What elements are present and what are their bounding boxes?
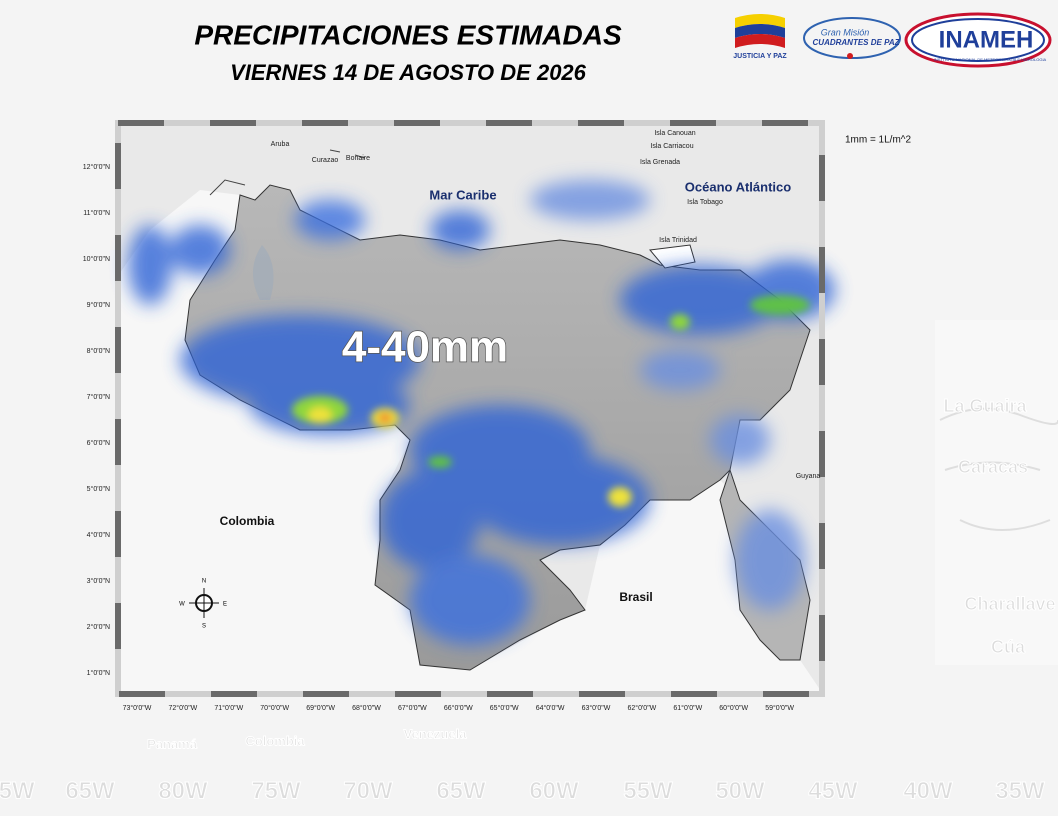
inset-background <box>935 320 1058 665</box>
precip-high <box>292 295 810 507</box>
lat-label: 10°0'0"N <box>83 255 110 263</box>
lon-label: 72°0'0"W <box>168 704 197 712</box>
compass-label: W <box>179 602 185 608</box>
lon-label: 61°0'0"W <box>673 704 702 712</box>
coast <box>209 149 366 196</box>
lat-label: 1°0'0"N <box>87 669 110 677</box>
compass-label: E <box>223 602 227 608</box>
compass-label: S <box>202 624 206 630</box>
bg-label: Caracas <box>958 457 1028 477</box>
place-label: Curazao <box>312 157 339 164</box>
lake-maracaibo <box>252 245 274 300</box>
place-label: Aruba <box>271 141 290 148</box>
logo-text: INSTITUTO NACIONAL DE METEOROLOGIA E HID… <box>934 57 1047 62</box>
lon-label: 63°0'0"W <box>582 704 611 712</box>
lat-label: 3°0'0"N <box>87 577 110 585</box>
country-label: Brasil <box>619 590 652 604</box>
place-label: Guyana <box>796 473 821 480</box>
bg-tick: 55W <box>623 777 673 804</box>
lon-label: 62°0'0"W <box>627 704 656 712</box>
place-label: Isla Grenada <box>640 159 680 166</box>
lon-label: 71°0'0"W <box>214 704 243 712</box>
bg-tick: 50W <box>715 777 765 804</box>
lat-labels: 12°0'0"N 11°0'0"N 10°0'0"N 9°0'0"N 8°0'0"N 7°… <box>83 163 110 677</box>
lon-label: 60°0'0"W <box>719 704 748 712</box>
bg-tick: 60W <box>529 777 579 804</box>
background-ticks: 35W 65W 80W 75W 70W 65W 60W 55W 50W 45W 40W 35W <box>0 777 1046 805</box>
bg-label: Venezuela <box>404 726 468 741</box>
frame <box>115 120 825 697</box>
compass: N S E W <box>179 579 227 630</box>
trinidad <box>649 244 696 269</box>
lon-label: 66°0'0"W <box>444 704 473 712</box>
lon-labels: 73°0'0"W 72°0'0"W 71°0'0"W 70°0'0"W 69°0'0"W… <box>123 704 795 712</box>
lat-label: 12°0'0"N <box>83 163 110 171</box>
logo-text: JUSTICIA Y PAZ <box>733 53 787 60</box>
lon-label: 59°0'0"W <box>765 704 794 712</box>
logo-text: INAMEH <box>939 26 1034 53</box>
subtitle: VIERNES 14 DE AGOSTO DE 2026 <box>230 60 587 85</box>
sea-label: Mar Caribe <box>429 187 496 202</box>
lon-label: 73°0'0"W <box>123 704 152 712</box>
logo-inameh: INAMEH INSTITUTO NACIONAL DE METEOROLOGI… <box>904 12 1052 68</box>
bg-tick: 65W <box>65 777 115 804</box>
place-label: Isla Carriacou <box>650 143 693 150</box>
continent <box>115 190 825 697</box>
lon-label: 68°0'0"W <box>352 704 381 712</box>
logo-justicia: JUSTICIA Y PAZ <box>733 14 787 60</box>
logo-text: CUADRANTES DE PAZ <box>813 38 901 47</box>
place-label: Isla Canouan <box>654 130 695 137</box>
bg-label: La Guaira <box>943 396 1027 416</box>
bg-tick: 75W <box>251 777 301 804</box>
range-label: 4-40mm <box>342 323 508 372</box>
place-label: Isla Trinidad <box>659 237 697 244</box>
lat-label: 5°0'0"N <box>87 485 110 493</box>
bg-tick: 35W <box>995 777 1045 804</box>
lon-label: 69°0'0"W <box>306 704 335 712</box>
lat-label: 9°0'0"N <box>87 301 110 309</box>
title: PRECIPITACIONES ESTIMADAS <box>194 19 622 50</box>
bg-tick: 45W <box>808 777 858 804</box>
lat-label: 4°0'0"N <box>87 531 110 539</box>
lat-label: 8°0'0"N <box>87 347 110 355</box>
compass-label: N <box>202 579 206 585</box>
lat-label: 7°0'0"N <box>87 393 110 401</box>
sea-label: Océano Atlántico <box>685 179 791 194</box>
bg-tick: 35W <box>0 777 35 804</box>
map: 12°0'0"N 11°0'0"N 10°0'0"N 9°0'0"N 8°0'0"N 7°… <box>83 120 912 712</box>
bg-tick: 65W <box>436 777 486 804</box>
bg-label: Charallave <box>964 594 1055 614</box>
bg-label: Cúa <box>991 637 1026 657</box>
bg-tick: 40W <box>903 777 953 804</box>
bg-label: Colombia <box>245 733 305 748</box>
place-label: Bonaire <box>346 155 370 162</box>
unit-note: 1mm = 1L/m^2 <box>845 135 912 146</box>
background-lines <box>939 407 1058 531</box>
lon-label: 65°0'0"W <box>490 704 519 712</box>
bg-label: Panamá <box>147 736 198 751</box>
place-label: Isla Tobago <box>687 199 723 206</box>
lat-label: 2°0'0"N <box>87 623 110 631</box>
lon-label: 67°0'0"W <box>398 704 427 712</box>
country-label: Colombia <box>220 514 275 528</box>
precip-blue <box>128 180 835 645</box>
bg-tick: 80W <box>158 777 208 804</box>
lon-label: 64°0'0"W <box>536 704 565 712</box>
background-labels: La Guaira Caracas Charallave Cúa Panamá … <box>147 395 1056 752</box>
bg-tick: 70W <box>343 777 393 804</box>
lat-label: 11°0'0"N <box>83 209 110 217</box>
logo-text: Gran Misión <box>821 27 870 37</box>
logo-gran-mision: Gran Misión CUADRANTES DE PAZ <box>803 17 901 59</box>
lat-label: 6°0'0"N <box>87 439 110 447</box>
lon-label: 70°0'0"W <box>260 704 289 712</box>
